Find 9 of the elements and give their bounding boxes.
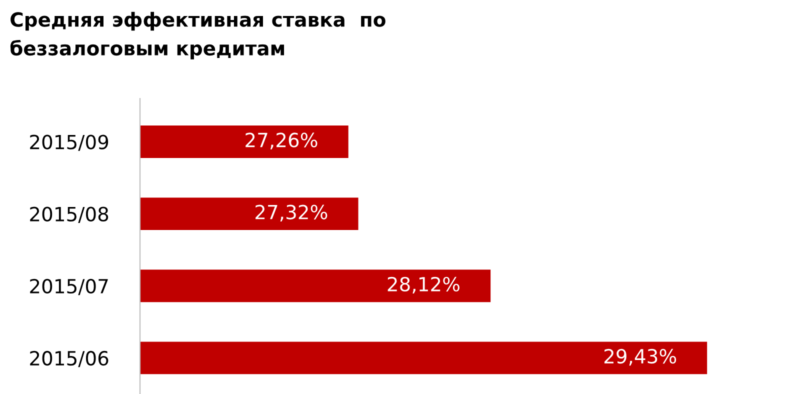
chart-title: Средняя эффективная ставка по беззалоговым кредитам (10, 12, 386, 60)
y-tick-label: 2015/09 (30, 134, 108, 151)
data-label: 28,12% (388, 276, 460, 294)
data-label: 29,43% (604, 348, 676, 366)
y-tick-label: 2015/07 (30, 278, 108, 296)
data-label: 27,26% (246, 132, 318, 150)
data-label: 27,32% (256, 204, 328, 222)
y-tick-label: 2015/06 (30, 350, 108, 368)
y-tick-label: 2015/08 (30, 206, 108, 224)
